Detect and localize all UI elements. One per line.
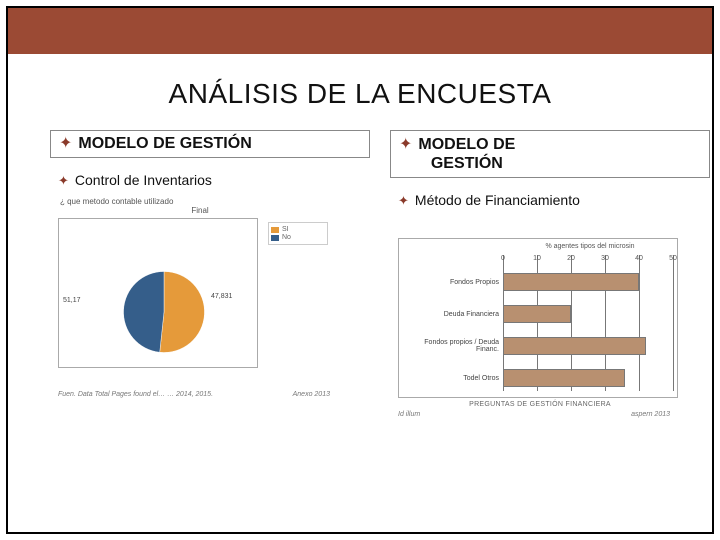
legend-swatch	[271, 227, 279, 233]
right-heading-box: ✦ MODELO DEGESTIÓN	[390, 130, 710, 178]
bar-row: Fondos Propios	[405, 269, 671, 295]
pie-slice	[160, 272, 205, 353]
bar-row: Fondos propios / Deuda Financ.	[405, 333, 671, 359]
pie-footer-left: Fuen. Data Total Pages found el… … 2014,…	[58, 391, 213, 398]
pie-slice	[123, 272, 164, 353]
right-heading: MODELO DEGESTIÓN	[418, 135, 515, 173]
left-heading: MODELO DE GESTIÓN	[78, 135, 251, 153]
right-sub-row: ✦ Método de Financiamiento	[390, 192, 710, 208]
left-sub-text: Control de Inventarios	[75, 172, 212, 188]
bar	[503, 337, 646, 355]
bar	[503, 305, 571, 323]
axis-tick-label: 40	[635, 255, 643, 262]
legend-label: No	[282, 234, 291, 241]
bar-label: Fondos Propios	[405, 279, 503, 286]
bar	[503, 369, 625, 387]
pie-footer-right: Anexo 2013	[293, 391, 330, 398]
bar-chart: % agentes tipos del microsin 0 10 20 30 40 50…	[390, 218, 690, 428]
pie-chart: ¿ que metodo contable utilizado Final 51…	[50, 198, 350, 408]
axis-tick-label: 30	[601, 255, 609, 262]
bar	[503, 273, 639, 291]
legend-swatch	[271, 235, 279, 241]
pie-legend: SINo	[268, 222, 328, 245]
flourish-icon: ✦	[58, 174, 69, 187]
bar-label: Todel Otros	[405, 375, 503, 382]
flourish-icon: ✦	[398, 194, 409, 207]
slide: ANÁLISIS DE LA ENCUESTA ✦ MODELO DE GEST…	[0, 0, 720, 540]
flourish-icon: ✦	[399, 137, 412, 153]
legend-item: SI	[271, 226, 325, 233]
bar-track	[503, 337, 671, 355]
right-sub-text: Método de Financiamiento	[415, 192, 580, 208]
axis-tick-label: 20	[567, 255, 575, 262]
bar-axis-title: % agentes tipos del microsin	[509, 243, 671, 255]
bar-footer-title: PREGUNTAS DE GESTIÓN FINANCIERA	[390, 401, 690, 408]
bar-track	[503, 369, 671, 387]
legend-label: SI	[282, 226, 289, 233]
pie-chart-title: ¿ que metodo contable utilizado Final	[60, 198, 340, 216]
bar-chart-box: % agentes tipos del microsin 0 10 20 30 40 50…	[398, 238, 678, 398]
bar-label: Deuda Financiera	[405, 311, 503, 318]
right-column: ✦ MODELO DEGESTIÓN ✦ Método de Financiam…	[390, 130, 710, 428]
slide-title: ANÁLISIS DE LA ENCUESTA	[0, 78, 720, 110]
axis-tick-label: 10	[533, 255, 541, 262]
bar-footer-right: aspern 2013	[631, 411, 670, 418]
bar-row: Deuda Financiera	[405, 301, 671, 327]
bar-track	[503, 305, 671, 323]
bar-footer-left: Id illum	[398, 411, 420, 418]
gridline	[673, 255, 674, 391]
left-heading-box: ✦ MODELO DE GESTIÓN	[50, 130, 370, 158]
axis-tick-label: 0	[501, 255, 505, 262]
bar-track	[503, 273, 671, 291]
flourish-icon: ✦	[59, 136, 72, 152]
pie-slice-label-1: 47,831	[211, 293, 232, 300]
pie-slice-label-0: 51,17	[63, 297, 81, 304]
bar-row: Todel Otros	[405, 365, 671, 391]
bar-label: Fondos propios / Deuda Financ.	[405, 339, 503, 354]
axis-tick-label: 50	[669, 255, 677, 262]
pie-chart-box: 51,17 47,831	[58, 218, 258, 368]
left-column: ✦ MODELO DE GESTIÓN ✦ Control de Inventa…	[50, 130, 370, 408]
left-sub-row: ✦ Control de Inventarios	[50, 172, 370, 188]
pie-graphic	[119, 267, 209, 357]
legend-item: No	[271, 234, 325, 241]
